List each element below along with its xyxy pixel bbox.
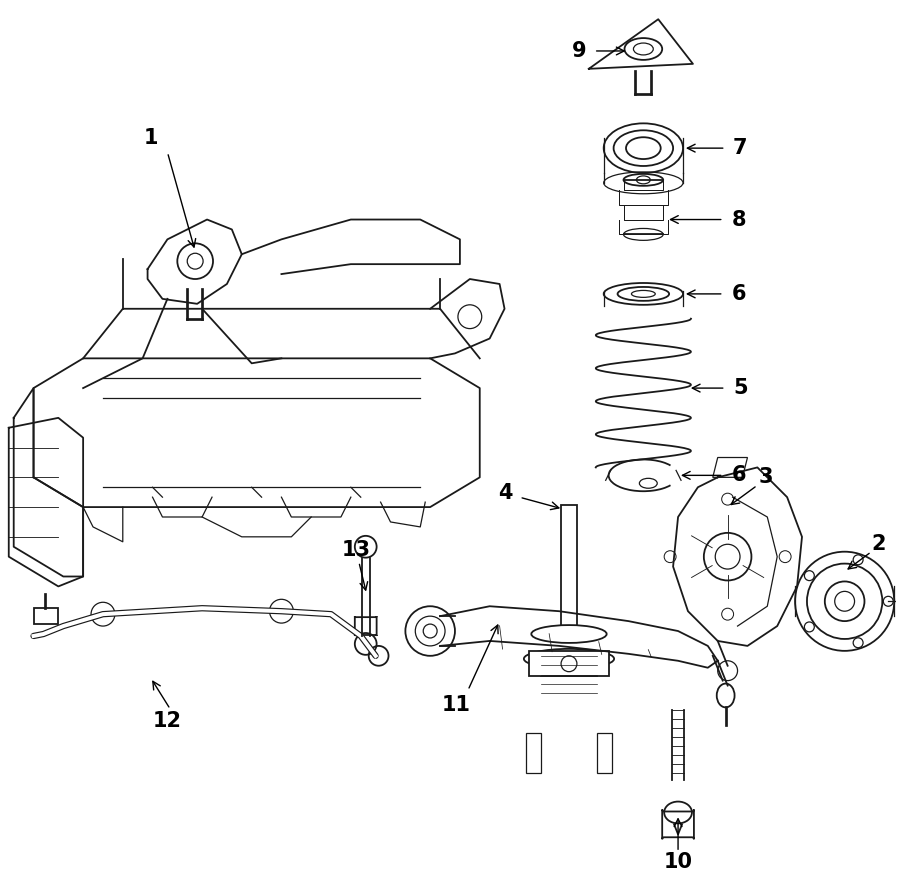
- Ellipse shape: [636, 176, 651, 184]
- Polygon shape: [541, 674, 597, 676]
- Text: 5: 5: [734, 378, 748, 398]
- Text: 6: 6: [732, 466, 746, 486]
- Text: 13: 13: [341, 540, 370, 560]
- Text: 9: 9: [572, 41, 586, 61]
- Text: 4: 4: [499, 483, 513, 503]
- Text: 6: 6: [732, 284, 746, 304]
- Text: 12: 12: [153, 711, 182, 732]
- Text: 11: 11: [441, 696, 471, 716]
- Text: 10: 10: [663, 852, 693, 872]
- Text: 2: 2: [871, 534, 886, 554]
- FancyBboxPatch shape: [662, 809, 694, 839]
- Ellipse shape: [524, 649, 614, 668]
- Text: 7: 7: [733, 138, 747, 158]
- Circle shape: [883, 597, 893, 606]
- Circle shape: [853, 638, 863, 648]
- Circle shape: [805, 570, 814, 581]
- Polygon shape: [529, 651, 608, 676]
- Text: 3: 3: [758, 467, 772, 487]
- Ellipse shape: [531, 625, 607, 643]
- Polygon shape: [561, 505, 577, 634]
- FancyBboxPatch shape: [355, 616, 376, 636]
- Text: 8: 8: [732, 209, 746, 229]
- Circle shape: [853, 555, 863, 564]
- Text: 1: 1: [143, 129, 157, 148]
- Circle shape: [805, 622, 814, 632]
